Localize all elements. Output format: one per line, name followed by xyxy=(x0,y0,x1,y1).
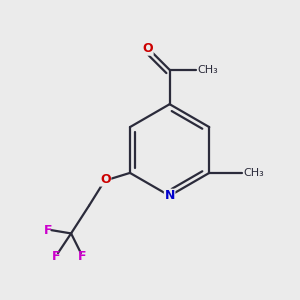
Text: CH₃: CH₃ xyxy=(243,168,264,178)
Text: F: F xyxy=(78,250,87,263)
Text: O: O xyxy=(100,173,111,186)
Text: N: N xyxy=(164,189,175,202)
Text: F: F xyxy=(44,224,52,237)
Text: F: F xyxy=(52,250,61,263)
Text: CH₃: CH₃ xyxy=(197,65,218,75)
Text: O: O xyxy=(142,42,153,55)
